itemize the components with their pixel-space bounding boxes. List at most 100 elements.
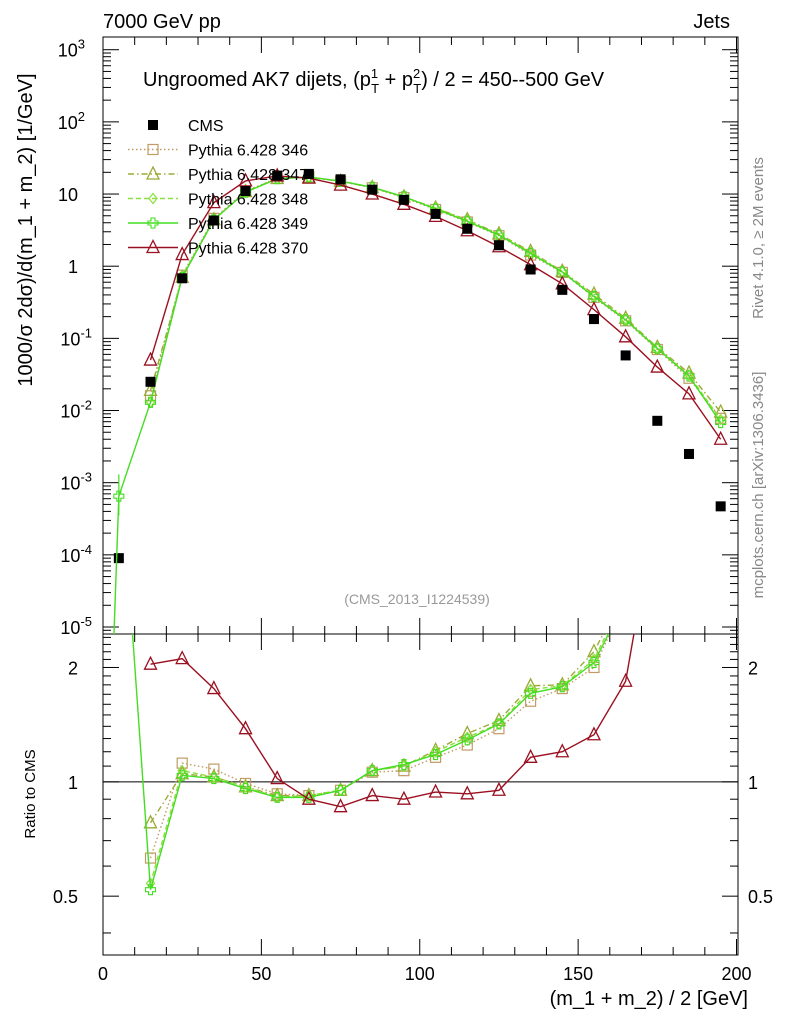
- ratio-point: [143, 814, 158, 829]
- data-point: [588, 290, 600, 303]
- ratio-point: [430, 745, 441, 758]
- ratio-point: [366, 765, 378, 777]
- data-point: [683, 370, 695, 382]
- main-y-tick-label: 10-1: [60, 325, 92, 349]
- ratio-point: [525, 695, 537, 707]
- ratio-y-tick-label: 2: [68, 658, 78, 678]
- ratio-point: [556, 681, 568, 693]
- ratio-point: [143, 655, 158, 670]
- ratio-point: [555, 743, 570, 758]
- ratio-point: [271, 791, 283, 803]
- header-right-title: Jets: [693, 11, 730, 33]
- ratio-point: [461, 734, 473, 746]
- ratio-point: [398, 759, 410, 771]
- legend-item: Pythia 6.428 349: [128, 216, 308, 233]
- legend-marker: [148, 120, 158, 130]
- ratio-y-ticks: 2 2 1 1 0.5 0.5: [53, 636, 773, 934]
- data-point: [651, 343, 663, 355]
- ratio-y-tick-label-right: 0.5: [748, 887, 773, 907]
- data-point: [620, 314, 632, 326]
- data-point: [493, 240, 504, 251]
- series-drop-line: [113, 496, 120, 634]
- data-point: [715, 501, 726, 512]
- data-point: [238, 172, 253, 187]
- x-axis-label: (m_1 + m_2) / 2 [GeV]: [550, 988, 748, 1010]
- data-point: [525, 247, 537, 260]
- data-point: [462, 223, 473, 234]
- data-point: [175, 246, 190, 261]
- main-plot-title: Ungroomed AK7 dijets, (p1 T + p2 T) / 2 = …: [143, 66, 605, 96]
- legend-item: Pythia 6.428 370: [128, 239, 308, 258]
- ratio-point: [429, 751, 442, 763]
- ratio-point: [301, 790, 316, 805]
- main-y-tick-label: 10: [58, 185, 78, 205]
- ratio-point: [588, 657, 600, 669]
- data-point: [367, 184, 378, 195]
- legend-item: Pythia 6.428 346: [128, 143, 308, 160]
- ratio-y-tick-label-right: 1: [748, 773, 758, 793]
- ratio-line-1: [149, 634, 611, 859]
- data-point: [681, 385, 697, 400]
- data-point: [145, 376, 156, 387]
- legend-label: Pythia 6.428 370: [188, 241, 308, 258]
- ratio-point: [335, 784, 347, 796]
- data-point: [715, 412, 727, 424]
- main-y-tick-label: 103: [58, 37, 85, 61]
- main-y-axis-label: 1000/σ 2dσ)/d(m_1 + m_2) [1/GeV]: [15, 73, 37, 386]
- legend-marker: [145, 165, 161, 180]
- legend-marker: [145, 239, 161, 254]
- data-point: [335, 174, 346, 185]
- ratio-point: [175, 650, 190, 665]
- ratio-point: [493, 718, 505, 730]
- data-point: [588, 314, 599, 325]
- ratio-point: [525, 687, 537, 699]
- ratio-point: [238, 720, 253, 735]
- ratio-point: [525, 683, 536, 696]
- ratio-y-axis-label: Ratio to CMS: [22, 749, 39, 838]
- main-y-tick-label: 10-3: [60, 470, 92, 494]
- ratio-point: [209, 770, 219, 783]
- data-point: [715, 417, 727, 429]
- ratio-point: [523, 748, 538, 763]
- data-point: [240, 186, 251, 197]
- data-point: [303, 168, 314, 179]
- ratio-line-5: [150, 634, 635, 808]
- ratio-point: [586, 643, 602, 658]
- x-tick-label: 0: [98, 964, 108, 984]
- ratio-y-tick-label: 1: [68, 773, 78, 793]
- ratio-point: [304, 789, 314, 802]
- data-point: [144, 396, 157, 408]
- ratio-point: [428, 741, 443, 757]
- data-point: [206, 194, 221, 209]
- ratio-point: [206, 680, 221, 695]
- ratio-y-tick-label: 0.5: [53, 887, 78, 907]
- data-point: [618, 328, 633, 343]
- data-point: [430, 208, 441, 219]
- main-y-tick-label: 1: [68, 257, 78, 277]
- ratio-plot-frame: [102, 633, 739, 956]
- ratio-line-4: [131, 634, 610, 890]
- ratio-point: [430, 748, 442, 761]
- main-y-tick-label: 102: [58, 109, 85, 133]
- data-point: [143, 351, 158, 366]
- ratio-line-3: [149, 634, 608, 884]
- ratio-point: [208, 763, 220, 775]
- ratio-point: [333, 798, 348, 813]
- data-point: [652, 415, 663, 426]
- data-point: [113, 553, 124, 564]
- legend-marker: [147, 143, 159, 156]
- analysis-id-label: (CMS_2013_I1224539): [344, 591, 490, 607]
- ratio-point: [208, 773, 220, 785]
- main-y-tick-label: 10-2: [60, 398, 92, 422]
- main-y-tick-label: 10-5: [60, 614, 92, 638]
- ratio-point: [586, 726, 602, 741]
- main-series-group: [113, 167, 728, 634]
- x-tick-label: 200: [721, 964, 751, 984]
- ratio-point: [365, 787, 380, 802]
- x-tick-label: 100: [405, 964, 435, 984]
- x-axis-ticks: 0 50 100 150 200: [98, 37, 752, 984]
- data-point: [620, 350, 631, 361]
- legend-label: Pythia 6.428 346: [188, 143, 308, 160]
